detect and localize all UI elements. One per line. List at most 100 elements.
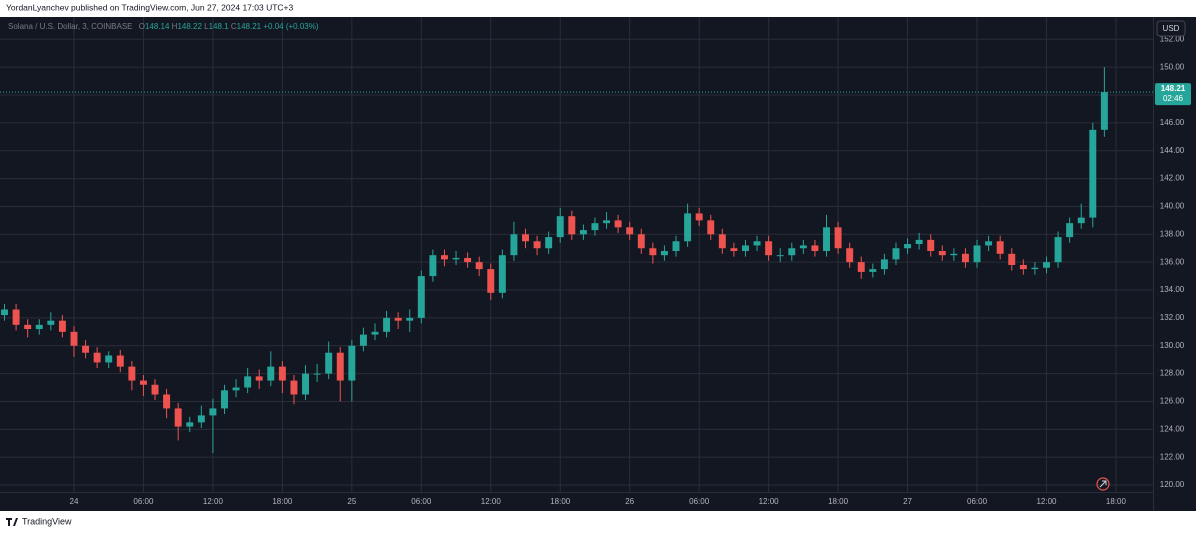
x-tick-label: 12:00 bbox=[481, 497, 502, 506]
y-tick-label: 122.00 bbox=[1160, 452, 1185, 461]
x-tick-label: 26 bbox=[625, 497, 634, 506]
candle-body bbox=[568, 216, 576, 235]
x-tick-label: 12:00 bbox=[203, 497, 224, 506]
candle-body bbox=[417, 276, 425, 318]
candle-body bbox=[151, 384, 159, 395]
candle-body bbox=[857, 262, 865, 272]
candle-body bbox=[58, 320, 66, 332]
currency-label: USD bbox=[1163, 24, 1180, 33]
candle-body bbox=[35, 324, 43, 330]
candle-body bbox=[522, 234, 529, 242]
candle-body bbox=[626, 227, 634, 235]
candle-body bbox=[579, 230, 587, 235]
candle-body bbox=[336, 352, 344, 381]
y-tick-label: 126.00 bbox=[1160, 397, 1185, 406]
candle-body bbox=[221, 390, 228, 409]
ohlc-legend: Solana / U.S. Dollar, 3, COINBASE O148.1… bbox=[8, 22, 319, 31]
candle-body bbox=[614, 220, 622, 228]
candle-body bbox=[371, 331, 379, 335]
candle-body bbox=[1019, 264, 1027, 270]
y-tick-label: 132.00 bbox=[1160, 313, 1185, 322]
candle-body bbox=[1054, 237, 1062, 263]
candle-body bbox=[278, 366, 286, 381]
open-value: 148.14 bbox=[145, 22, 170, 31]
candle-body bbox=[834, 227, 842, 249]
footer-brand: TradingView bbox=[22, 516, 72, 526]
candle-body bbox=[359, 334, 367, 346]
candle-body bbox=[927, 239, 935, 252]
x-tick-label: 18:00 bbox=[272, 497, 293, 506]
candle-body bbox=[244, 376, 252, 388]
candle-body bbox=[788, 248, 796, 256]
y-tick-label: 130.00 bbox=[1160, 341, 1185, 350]
candle-body bbox=[961, 253, 969, 263]
candle-body bbox=[892, 248, 900, 260]
last-price-tag bbox=[1155, 83, 1191, 106]
candle-body bbox=[823, 227, 830, 252]
candle-body bbox=[267, 366, 275, 381]
candle-body bbox=[383, 317, 391, 332]
candle-body bbox=[765, 241, 773, 256]
candle-body bbox=[186, 422, 194, 427]
candle-body bbox=[938, 251, 946, 256]
x-tick-label: 06:00 bbox=[133, 497, 154, 506]
candle-body bbox=[12, 309, 20, 325]
candle-body bbox=[869, 269, 877, 272]
candle-body bbox=[603, 220, 611, 224]
high-label: H bbox=[172, 22, 178, 31]
y-tick-label: 146.00 bbox=[1160, 118, 1185, 127]
symbol: Solana / U.S. Dollar, 3, COINBASE bbox=[8, 22, 133, 31]
candle-body bbox=[985, 241, 993, 246]
candle-body bbox=[429, 255, 437, 277]
candle-body bbox=[348, 345, 356, 381]
candle-body bbox=[464, 257, 472, 263]
candle-body bbox=[880, 259, 888, 270]
candle-body bbox=[475, 262, 483, 270]
low-value: 148.1 bbox=[209, 22, 230, 31]
candle-body bbox=[1, 309, 8, 316]
candle-body bbox=[1031, 267, 1039, 270]
candle-body bbox=[197, 415, 205, 423]
x-tick-label: 25 bbox=[347, 497, 356, 506]
x-tick-label: 06:00 bbox=[967, 497, 988, 506]
candle-body bbox=[302, 373, 310, 395]
candle-body bbox=[556, 216, 564, 238]
candle-body bbox=[741, 245, 749, 252]
logo-mark bbox=[6, 518, 18, 526]
x-tick-label: 18:00 bbox=[550, 497, 571, 506]
y-tick-label: 138.00 bbox=[1160, 229, 1185, 238]
candle-body bbox=[163, 394, 171, 409]
y-tick-label: 142.00 bbox=[1160, 174, 1185, 183]
candle-body bbox=[904, 244, 912, 249]
icon-arrow bbox=[1099, 480, 1107, 488]
candle-body bbox=[915, 239, 923, 245]
published-note: YordanLyanchev published on TradingView.… bbox=[6, 2, 294, 12]
candle-body bbox=[684, 213, 692, 242]
y-tick-label: 134.00 bbox=[1160, 285, 1185, 294]
y-tick-label: 128.00 bbox=[1160, 369, 1185, 378]
candle-body bbox=[996, 241, 1004, 254]
y-tick-label: 120.00 bbox=[1160, 480, 1185, 489]
candle-body bbox=[753, 241, 761, 246]
change-value: +0.04 (+0.03%) bbox=[263, 22, 318, 31]
candle-body bbox=[139, 380, 147, 385]
candle-body bbox=[290, 380, 298, 395]
candle-body bbox=[1089, 129, 1097, 218]
candle-body bbox=[846, 248, 854, 263]
labels: 120.00 122.00 124.00 126.00 128.00 130.00 132.… bbox=[0, 34, 1191, 506]
candle-body bbox=[533, 241, 541, 249]
candle-body bbox=[695, 213, 703, 221]
candle-body bbox=[82, 345, 90, 353]
goto-realtime-icon[interactable] bbox=[1096, 477, 1110, 491]
currency-button[interactable] bbox=[1156, 20, 1186, 37]
bar-countdown: 02:46 bbox=[1163, 94, 1184, 103]
high-value: 148.22 bbox=[177, 22, 202, 31]
candle-body bbox=[232, 387, 240, 391]
x-tick-label: 12:00 bbox=[1036, 497, 1057, 506]
candle-body bbox=[47, 320, 55, 325]
candle-body bbox=[116, 355, 124, 367]
y-tick-label: 144.00 bbox=[1160, 146, 1185, 155]
open-label: O bbox=[139, 22, 145, 31]
y-tick-label: 136.00 bbox=[1160, 257, 1185, 266]
